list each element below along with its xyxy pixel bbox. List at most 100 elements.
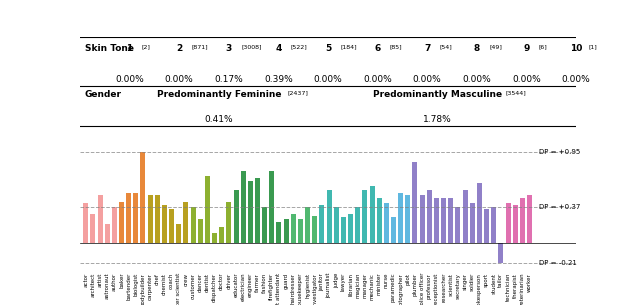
Bar bbox=[284, 219, 289, 243]
Text: 0.00%: 0.00% bbox=[413, 75, 442, 84]
Bar bbox=[312, 216, 317, 243]
Text: DP = -0.21: DP = -0.21 bbox=[539, 260, 577, 266]
Bar bbox=[298, 219, 303, 243]
Bar bbox=[198, 219, 203, 243]
Text: [3544]: [3544] bbox=[506, 90, 526, 95]
Bar bbox=[212, 233, 217, 243]
Bar bbox=[191, 207, 196, 243]
Text: 0.00%: 0.00% bbox=[562, 75, 590, 84]
Bar bbox=[262, 207, 267, 243]
Bar bbox=[377, 198, 381, 243]
Text: 5: 5 bbox=[325, 44, 331, 53]
Text: [522]: [522] bbox=[291, 44, 308, 49]
Bar bbox=[255, 178, 260, 243]
Bar bbox=[448, 198, 453, 243]
Text: [85]: [85] bbox=[390, 44, 403, 49]
Text: Predominantly Feminine: Predominantly Feminine bbox=[157, 90, 281, 99]
Bar bbox=[155, 195, 160, 243]
Bar bbox=[291, 214, 296, 243]
Bar bbox=[362, 190, 367, 243]
Bar bbox=[520, 198, 525, 243]
Text: 7: 7 bbox=[424, 44, 430, 53]
Bar bbox=[140, 152, 145, 243]
Bar bbox=[405, 195, 410, 243]
Bar bbox=[276, 222, 282, 243]
Bar bbox=[384, 203, 389, 243]
Bar bbox=[90, 214, 95, 243]
Bar bbox=[427, 190, 432, 243]
Text: Predominantly Masculine: Predominantly Masculine bbox=[372, 90, 502, 99]
Bar bbox=[341, 217, 346, 243]
Text: 0.00%: 0.00% bbox=[165, 75, 193, 84]
Bar bbox=[412, 162, 417, 243]
Bar bbox=[348, 214, 353, 243]
Text: [871]: [871] bbox=[191, 44, 208, 49]
Text: 1.78%: 1.78% bbox=[423, 115, 451, 124]
Text: DP = +0.95: DP = +0.95 bbox=[539, 149, 580, 155]
Bar bbox=[420, 195, 424, 243]
Bar bbox=[499, 243, 503, 263]
Text: DP = +0.37: DP = +0.37 bbox=[539, 204, 580, 210]
Bar bbox=[112, 207, 117, 243]
Bar bbox=[105, 224, 109, 243]
Bar bbox=[269, 171, 275, 243]
Bar bbox=[484, 210, 489, 243]
Bar bbox=[456, 207, 460, 243]
Text: 8: 8 bbox=[474, 44, 480, 53]
Bar bbox=[506, 203, 511, 243]
Text: [3008]: [3008] bbox=[241, 44, 262, 49]
Bar bbox=[184, 202, 188, 243]
Bar bbox=[126, 193, 131, 243]
Bar bbox=[491, 207, 496, 243]
Bar bbox=[162, 205, 167, 243]
Bar bbox=[227, 202, 232, 243]
Text: [184]: [184] bbox=[340, 44, 357, 49]
Bar bbox=[169, 210, 174, 243]
Bar bbox=[470, 203, 475, 243]
Bar bbox=[326, 190, 332, 243]
Bar bbox=[176, 224, 181, 243]
Bar bbox=[220, 227, 224, 243]
Bar bbox=[369, 185, 374, 243]
Bar bbox=[148, 195, 153, 243]
Text: [1]: [1] bbox=[588, 44, 597, 49]
Text: Skin Tone: Skin Tone bbox=[85, 44, 134, 53]
Text: 4: 4 bbox=[275, 44, 282, 53]
Text: 9: 9 bbox=[524, 44, 529, 53]
Text: [54]: [54] bbox=[440, 44, 452, 49]
Text: 0.00%: 0.00% bbox=[115, 75, 144, 84]
Text: 0.39%: 0.39% bbox=[264, 75, 292, 84]
Bar bbox=[441, 198, 446, 243]
Bar bbox=[398, 193, 403, 243]
Text: 1: 1 bbox=[127, 44, 132, 53]
Text: 0.41%: 0.41% bbox=[205, 115, 233, 124]
Text: [2437]: [2437] bbox=[287, 90, 308, 95]
Bar bbox=[391, 217, 396, 243]
Bar bbox=[305, 207, 310, 243]
Bar bbox=[234, 190, 239, 243]
Bar bbox=[97, 195, 102, 243]
Bar bbox=[205, 176, 210, 243]
Bar bbox=[133, 193, 138, 243]
Bar bbox=[463, 190, 468, 243]
Text: [2]: [2] bbox=[142, 44, 151, 49]
Bar bbox=[434, 198, 439, 243]
Text: Gender: Gender bbox=[85, 90, 122, 99]
Bar bbox=[83, 203, 88, 243]
Bar bbox=[513, 205, 518, 243]
Bar bbox=[241, 171, 246, 243]
Text: 0.00%: 0.00% bbox=[463, 75, 491, 84]
Text: 0.00%: 0.00% bbox=[364, 75, 392, 84]
Bar bbox=[333, 207, 339, 243]
Text: 10: 10 bbox=[570, 44, 582, 53]
Bar bbox=[477, 183, 482, 243]
Text: 0.00%: 0.00% bbox=[512, 75, 541, 84]
Text: 2: 2 bbox=[176, 44, 182, 53]
Text: 6: 6 bbox=[374, 44, 381, 53]
Bar bbox=[527, 195, 532, 243]
Bar bbox=[119, 202, 124, 243]
Bar bbox=[355, 207, 360, 243]
Text: [49]: [49] bbox=[489, 44, 502, 49]
Text: 0.00%: 0.00% bbox=[314, 75, 342, 84]
Text: 0.17%: 0.17% bbox=[214, 75, 243, 84]
